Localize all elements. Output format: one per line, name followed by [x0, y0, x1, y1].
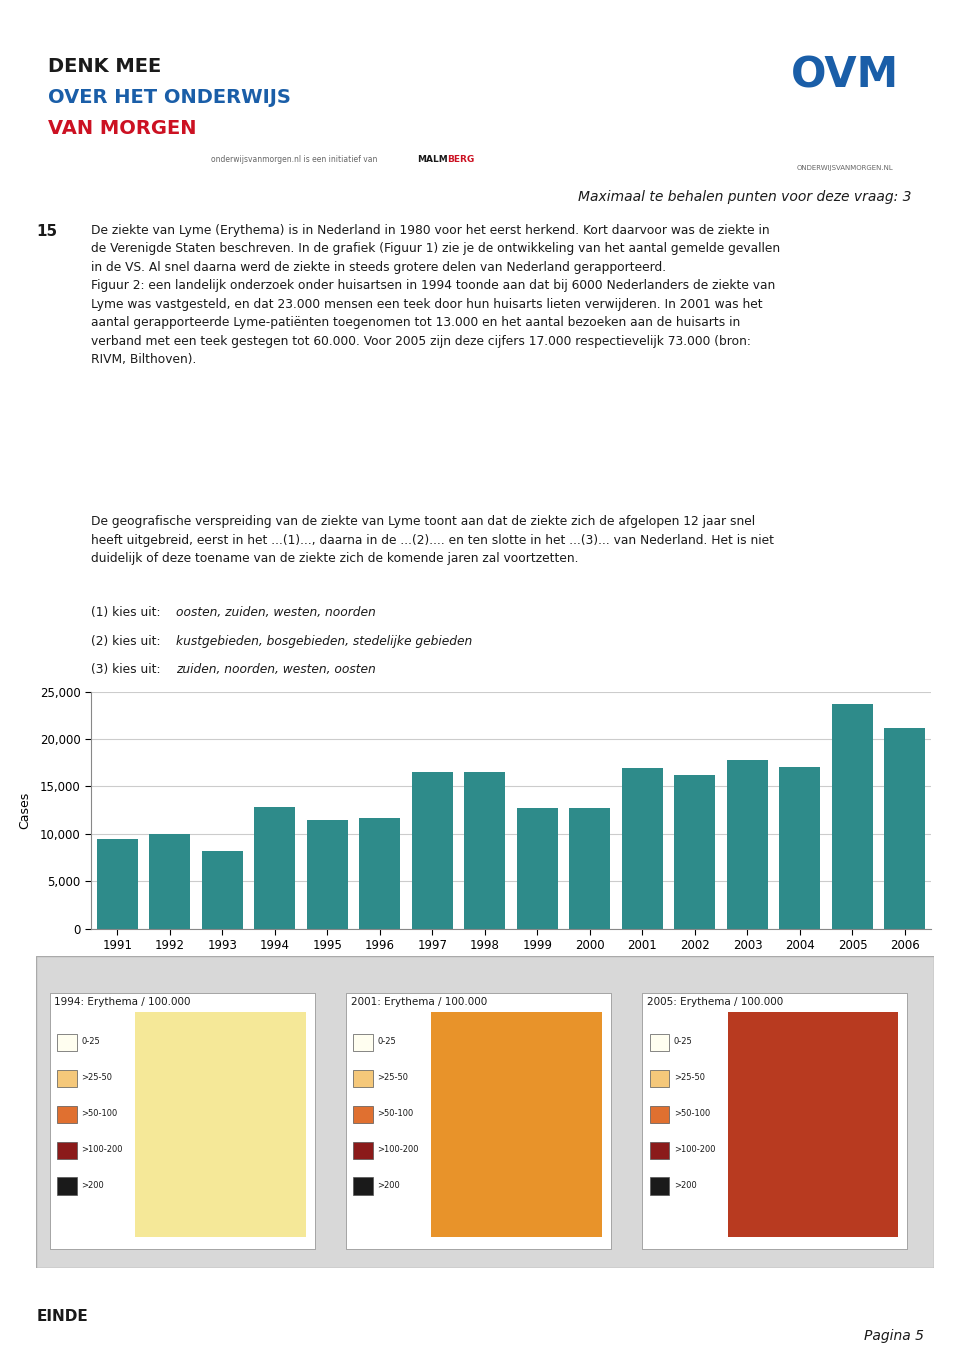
Bar	[150, 834, 190, 929]
Text: BERG: BERG	[447, 155, 474, 164]
Text: >100-200: >100-200	[674, 1144, 715, 1154]
Bar	[675, 776, 715, 929]
Text: >50-100: >50-100	[377, 1109, 414, 1117]
Bar	[832, 704, 873, 929]
Bar	[254, 807, 296, 929]
Bar	[650, 1070, 669, 1088]
Bar	[353, 1033, 373, 1051]
Bar	[650, 1177, 669, 1195]
Text: 2005: Erythema / 100.000: 2005: Erythema / 100.000	[647, 997, 783, 1006]
Bar	[728, 1012, 899, 1237]
Text: Pagina 5: Pagina 5	[864, 1329, 924, 1342]
Text: Maximaal te behalen punten voor deze vraag: 3: Maximaal te behalen punten voor deze vra…	[579, 190, 912, 203]
Bar	[58, 1177, 77, 1195]
Bar	[353, 1105, 373, 1123]
Text: >25-50: >25-50	[674, 1073, 705, 1082]
Bar	[517, 808, 558, 929]
Text: >25-50: >25-50	[377, 1073, 409, 1082]
Bar	[727, 759, 768, 929]
Y-axis label: Cases: Cases	[18, 792, 32, 829]
Text: 2001: Erythema / 100.000: 2001: Erythema / 100.000	[350, 997, 487, 1006]
Text: 0-25: 0-25	[377, 1037, 396, 1047]
Bar	[97, 838, 138, 929]
Bar	[412, 773, 453, 929]
Bar	[650, 1105, 669, 1123]
Text: >100-200: >100-200	[377, 1144, 420, 1154]
Text: 0-25: 0-25	[82, 1037, 100, 1047]
Text: De geografische verspreiding van de ziekte van Lyme toont aan dat de ziekte zich: De geografische verspreiding van de ziek…	[91, 515, 774, 565]
Bar	[353, 1142, 373, 1158]
Bar	[622, 769, 663, 929]
Text: >100-200: >100-200	[82, 1144, 123, 1154]
Bar	[307, 819, 348, 929]
Bar	[465, 773, 505, 929]
Text: zuiden, noorden, westen, oosten: zuiden, noorden, westen, oosten	[176, 663, 375, 677]
Bar	[347, 994, 611, 1249]
Text: OVM: OVM	[791, 54, 899, 96]
Text: onderwijsvanmorgen.nl is een initiatief van: onderwijsvanmorgen.nl is een initiatief …	[211, 155, 377, 164]
Text: (3) kies uit:: (3) kies uit:	[91, 663, 164, 677]
Text: EINDE: EINDE	[36, 1309, 88, 1323]
Bar	[884, 728, 925, 929]
Bar	[650, 1142, 669, 1158]
Bar	[353, 1070, 373, 1088]
Text: oosten, zuiden, westen, noorden: oosten, zuiden, westen, noorden	[176, 606, 375, 620]
Bar	[780, 767, 821, 929]
Text: >25-50: >25-50	[82, 1073, 112, 1082]
Text: >200: >200	[82, 1181, 104, 1189]
Bar	[135, 1012, 305, 1237]
Text: VAN MORGEN: VAN MORGEN	[48, 119, 197, 138]
Bar	[569, 808, 611, 929]
Bar	[50, 994, 315, 1249]
Bar	[353, 1177, 373, 1195]
Text: 1994: Erythema / 100.000: 1994: Erythema / 100.000	[55, 997, 191, 1006]
Bar	[202, 852, 243, 929]
Text: ONDERWIJSVANMORGEN.NL: ONDERWIJSVANMORGEN.NL	[797, 165, 893, 171]
Text: DENK MEE: DENK MEE	[48, 57, 161, 76]
Text: 15: 15	[36, 224, 58, 239]
Bar	[650, 1033, 669, 1051]
Bar	[431, 1012, 602, 1237]
Bar	[58, 1142, 77, 1158]
Text: >200: >200	[377, 1181, 400, 1189]
Text: OVER HET ONDERWIJS: OVER HET ONDERWIJS	[48, 88, 291, 107]
Text: (1) kies uit:: (1) kies uit:	[91, 606, 164, 620]
Bar	[359, 818, 400, 929]
Text: MALM: MALM	[418, 155, 448, 164]
Text: (2) kies uit:: (2) kies uit:	[91, 635, 164, 648]
Bar	[642, 994, 907, 1249]
Text: >50-100: >50-100	[674, 1109, 710, 1117]
Bar	[58, 1105, 77, 1123]
Text: kustgebieden, bosgebieden, stedelijke gebieden: kustgebieden, bosgebieden, stedelijke ge…	[176, 635, 472, 648]
Bar	[58, 1070, 77, 1088]
Text: 0-25: 0-25	[674, 1037, 692, 1047]
Bar	[58, 1033, 77, 1051]
Text: >50-100: >50-100	[82, 1109, 118, 1117]
Text: De ziekte van Lyme (Erythema) is in Nederland in 1980 voor het eerst herkend. Ko: De ziekte van Lyme (Erythema) is in Nede…	[91, 224, 780, 366]
Text: >200: >200	[674, 1181, 697, 1189]
